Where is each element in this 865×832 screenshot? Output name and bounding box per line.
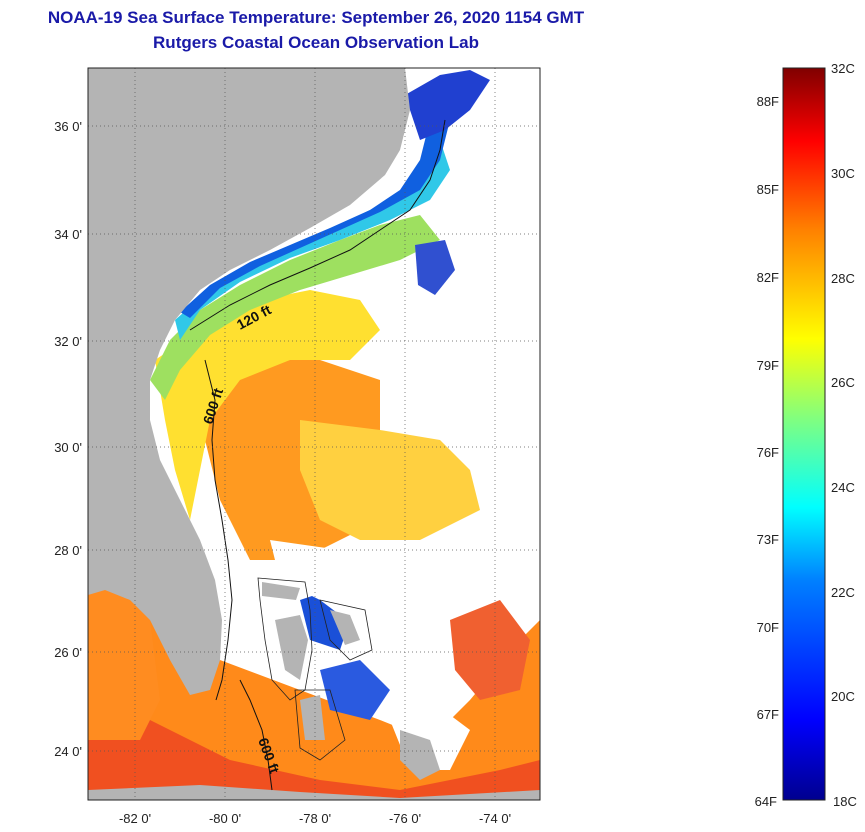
colorbar-fahrenheit-label: 70F [757, 620, 779, 635]
land-long-island [400, 730, 440, 780]
map-gridlines [88, 68, 540, 800]
sst-shelf-yellow [155, 290, 380, 520]
cloud-patch-central [270, 540, 440, 630]
land-abaco [330, 610, 360, 645]
colorbar-gradient [782, 67, 826, 801]
colorbar-fahrenheit-label: 64F [755, 794, 777, 809]
colorbar-fahrenheit-label: 67F [757, 707, 779, 722]
colorbar-celsius-label: 22C [831, 585, 855, 600]
lon-tick-label: -82 0' [119, 811, 151, 826]
sst-offshore-yellow [300, 420, 480, 540]
sst-gulf-orange [88, 580, 160, 740]
sst-east-red [450, 600, 530, 700]
colorbar-fahrenheit-label: 85F [757, 182, 779, 197]
land-eleuthera [300, 695, 325, 740]
colorbar-celsius-label: 26C [831, 375, 855, 390]
colorbar-fahrenheit-label: 88F [757, 94, 779, 109]
longitude-axis: -82 0' -80 0' -78 0' -76 0' -74 0' [119, 811, 511, 826]
sst-warm-ocean-red [88, 700, 540, 800]
land-andros [275, 615, 308, 680]
colorbar-celsius-label: 32C [831, 61, 855, 76]
lat-tick-label: 28 0' [54, 543, 82, 558]
sst-pamlico-blue [405, 70, 490, 140]
cloud-patch-far-east [470, 420, 540, 580]
latitude-axis: 36 0' 34 0' 32 0' 30 0' 28 0' 26 0' 24 0… [54, 119, 82, 759]
lat-tick-label: 34 0' [54, 227, 82, 242]
sst-bahamas-blue-2 [320, 660, 390, 720]
lat-tick-label: 32 0' [54, 334, 82, 349]
lon-tick-label: -78 0' [299, 811, 331, 826]
lon-tick-label: -74 0' [479, 811, 511, 826]
land-grand-bahama [262, 582, 300, 600]
colorbar-fahrenheit-label: 82F [757, 270, 779, 285]
cloud-patch-east [380, 300, 500, 430]
land-southeast-us [88, 68, 410, 695]
map-layers [88, 68, 540, 800]
colorbar-celsius-label: 24C [831, 480, 855, 495]
lat-tick-label: 36 0' [54, 119, 82, 134]
map-title: NOAA-19 Sea Surface Temperature: Septemb… [47, 8, 585, 27]
sst-coastal-blue [180, 95, 450, 318]
lat-tick-label: 24 0' [54, 744, 82, 759]
sst-nearshore-green [150, 215, 440, 400]
lat-tick-label: 30 0' [54, 440, 82, 455]
colorbar-celsius-label: 28C [831, 271, 855, 286]
colorbar-celsius-label: 20C [831, 689, 855, 704]
land-cuba [88, 785, 540, 800]
map-subtitle: Rutgers Coastal Ocean Observation Lab [153, 33, 479, 52]
lon-tick-label: -76 0' [389, 811, 421, 826]
temperature-colorbar: 32C 30C 28C 26C 24C 22C 20C 18C 88F 85F … [755, 61, 857, 809]
contour-bahamas-banks [257, 577, 373, 761]
colorbar-fahrenheit-label: 76F [757, 445, 779, 460]
colorbar-celsius-label: 30C [831, 166, 855, 181]
lon-tick-label: -80 0' [209, 811, 241, 826]
contour-600ft-bahamas [239, 679, 273, 791]
colorbar-fahrenheit-label: 79F [757, 358, 779, 373]
colorbar-celsius-label: 18C [833, 794, 857, 809]
map-border [87, 67, 541, 801]
contour-120ft [189, 119, 446, 331]
sst-offshore-blue [415, 240, 455, 295]
lat-tick-label: 26 0' [54, 645, 82, 660]
colorbar-fahrenheit-label: 73F [757, 532, 779, 547]
